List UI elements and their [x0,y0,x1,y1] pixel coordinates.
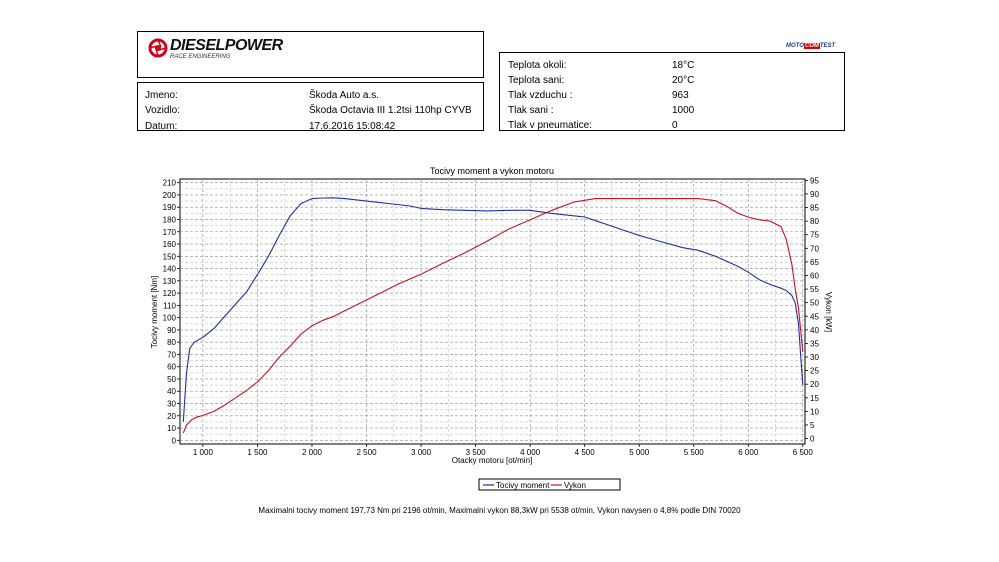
air-pressure-value: 963 [672,90,689,101]
y-axis-label: Tocivy moment [Nm] [150,276,159,348]
grid-lines [180,179,805,444]
y2-axis-label: Vykon [kW] [824,292,833,332]
y-tick-label: 210 [163,179,177,188]
y2-tick-label: 20 [810,380,819,389]
y-tick-label: 160 [163,240,177,249]
y2-tick-label: 5 [810,421,815,430]
y-tick-label: 190 [163,203,177,212]
intake-pressure-value: 1000 [672,105,695,116]
date-label: Datum: [145,121,178,132]
torque-curve [182,197,804,422]
vehicle-info-panel [137,82,484,131]
y2-tick-label: 25 [810,367,819,376]
y-tick-label: 130 [163,277,177,286]
series-lines [182,197,804,434]
y-tick-label: 50 [167,375,176,384]
x-axis-ticks: 1 000 1 500 2 000 2 500 3 000 3 500 4 000 4 500… [193,444,813,457]
intake-temp-value: 20°C [672,75,695,86]
legend-torque-label: Tocivy moment [496,481,550,490]
test-conditions-panel [499,52,845,131]
y-tick-label: 170 [163,228,177,237]
y2-tick-label: 70 [810,244,819,253]
y2-tick-label: 60 [810,271,819,280]
y2-tick-label: 75 [810,231,819,240]
y2-axis-ticks: 0 5 10 15 20 25 30 35 40 45 50 55 60 65 70 75 80 85 90 95 [805,176,819,444]
vehicle-value: Škoda Octavia III 1.2tsi 110hp CYVB [309,105,472,116]
y-tick-label: 120 [163,289,177,298]
name-label: Jmeno: [145,90,178,101]
y-tick-label: 200 [163,191,177,200]
brand-logo: DIESELPOWER RACE ENGINEERING [148,37,308,67]
motocomtest-logo: MOTOCOMTEST [786,43,835,49]
moto-text-a: MOTO [786,43,804,49]
y-tick-label: 100 [163,314,177,323]
x-tick-label: 5 000 [629,448,650,457]
legend-box [478,478,621,491]
x-tick-label: 6 500 [793,448,814,457]
y-tick-label: 80 [167,338,176,347]
x-tick-label: 5 500 [684,448,705,457]
logo-text: DIESELPOWER [170,37,283,54]
y-tick-label: 150 [163,252,177,261]
y2-tick-label: 80 [810,217,819,226]
y-tick-label: 60 [167,363,176,372]
x-tick-label: 2 000 [302,448,323,457]
y-tick-label: 10 [167,424,176,433]
name-value: Škoda Auto a.s. [309,90,380,101]
y2-tick-label: 85 [810,204,819,213]
y-tick-label: 70 [167,350,176,359]
vehicle-label: Vozidlo: [145,105,181,116]
y2-tick-label: 30 [810,353,819,362]
y2-tick-label: 50 [810,299,819,308]
intake-pressure-label: Tlak sani : [508,105,554,116]
y-tick-label: 30 [167,400,176,409]
moto-text-c: TEST [819,43,836,49]
y-tick-label: 140 [163,265,177,274]
legend-power-label: Vykon [564,481,586,490]
y2-tick-label: 10 [810,407,819,416]
y2-tick-label: 40 [810,326,819,335]
y-axis-ticks: 0 10 20 30 40 50 60 70 80 90 100 110 120 130 140 150 160… [163,179,180,445]
y2-tick-label: 0 [810,435,815,444]
y-tick-label: 180 [163,215,177,224]
y-tick-label: 0 [172,436,177,445]
y-tick-label: 90 [167,326,176,335]
moto-text-b: COM [803,43,820,49]
power-curve [182,198,804,434]
intake-temp-label: Teplota sani: [508,75,565,86]
y2-tick-label: 95 [810,176,819,185]
turbo-logo-icon [148,38,168,58]
y-tick-label: 110 [163,301,176,310]
tire-pressure-value: 0 [672,120,678,131]
x-tick-label: 1 500 [247,448,268,457]
y-tick-label: 20 [167,412,176,421]
ambient-temp-value: 18°C [672,60,695,71]
y2-tick-label: 90 [810,190,819,199]
y-tick-label: 40 [167,387,176,396]
air-pressure-label: Tlak vzduchu : [508,90,573,101]
x-tick-label: 3 000 [411,448,432,457]
y2-tick-label: 55 [810,285,819,294]
y2-tick-label: 15 [810,394,819,403]
y2-tick-label: 35 [810,339,819,348]
tire-pressure-label: Tlak v pneumatice: [508,120,592,131]
ambient-temp-label: Teplota okoli: [508,60,567,71]
x-tick-label: 4 500 [575,448,596,457]
x-tick-label: 1 000 [193,448,214,457]
x-tick-label: 3 500 [466,448,487,457]
summary-text: Maximalni tocivy moment 197,73 Nm pri 21… [258,506,741,515]
y2-tick-label: 45 [810,312,819,321]
chart-title: Tocivy moment a vykon motoru [430,166,554,176]
x-tick-label: 2 500 [357,448,378,457]
logo-panel [137,31,484,78]
date-value: 17.6.2016 15:08:42 [309,121,396,132]
logo-subtitle: RACE ENGINEERING [170,54,231,60]
x-tick-label: 4 000 [520,448,541,457]
x-axis-label: Otacky motoru [ot/min] [452,456,532,465]
y2-tick-label: 65 [810,258,819,267]
x-tick-label: 6 000 [738,448,759,457]
